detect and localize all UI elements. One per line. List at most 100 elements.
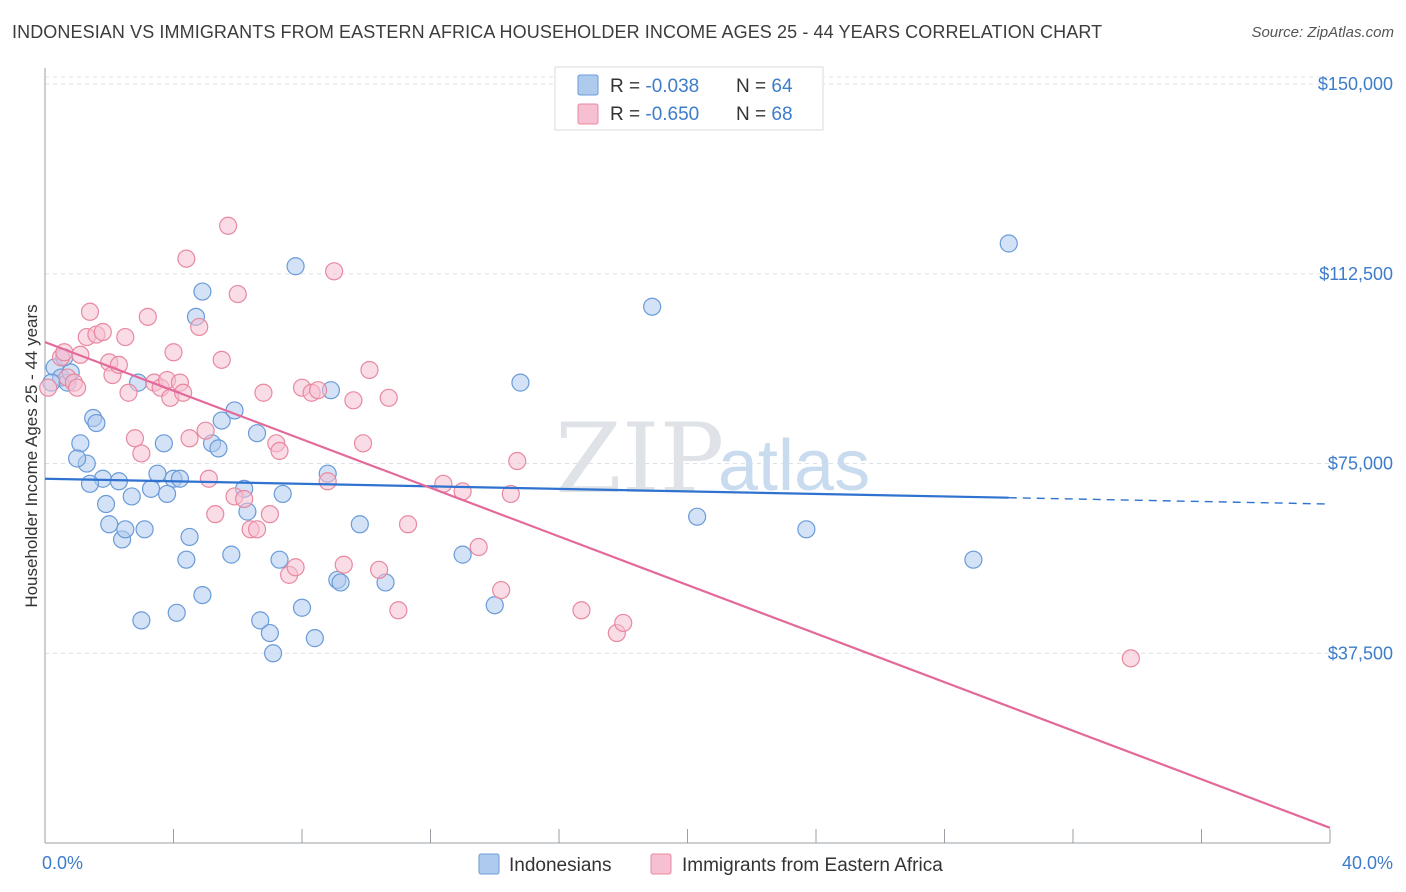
point-indonesians — [511, 373, 530, 392]
point-eastern-africa — [199, 469, 218, 488]
point-indonesians — [148, 464, 167, 483]
chart-title: INDONESIAN VS IMMIGRANTS FROM EASTERN AF… — [12, 22, 1103, 42]
point-eastern-africa — [219, 216, 238, 235]
point-indonesians — [251, 611, 270, 630]
point-indonesians — [292, 598, 312, 617]
point-indonesians — [212, 411, 231, 430]
point-eastern-africa — [235, 489, 254, 509]
y-tick-label: $150,000 — [1318, 74, 1393, 94]
point-eastern-africa — [260, 505, 279, 524]
point-indonesians — [68, 449, 87, 468]
point-eastern-africa — [501, 484, 520, 504]
point-indonesians — [273, 484, 292, 504]
stats-r-value-blue: -0.038 — [645, 76, 699, 97]
point-eastern-africa — [190, 317, 209, 337]
trendline-indonesians — [44, 477, 1009, 499]
point-eastern-africa — [1121, 649, 1140, 668]
point-indonesians — [154, 434, 173, 453]
point-eastern-africa — [286, 558, 305, 577]
point-indonesians — [209, 439, 228, 458]
point-eastern-africa — [614, 613, 633, 633]
point-eastern-africa — [270, 441, 289, 461]
legend-label-indonesians: Indonesians — [509, 855, 611, 876]
point-eastern-africa — [247, 520, 267, 539]
point-indonesians — [122, 487, 141, 506]
point-indonesians — [177, 550, 196, 569]
point-indonesians — [170, 469, 190, 488]
point-indonesians — [180, 527, 199, 547]
y-tick-label: $112,500 — [1319, 264, 1393, 284]
point-eastern-africa — [370, 560, 389, 579]
point-indonesians — [100, 515, 119, 534]
point-indonesians — [193, 282, 212, 301]
point-eastern-africa — [164, 343, 183, 362]
point-eastern-africa — [379, 388, 398, 407]
point-indonesians — [263, 644, 283, 663]
svg-text:N = 64: N = 64 — [736, 76, 793, 97]
point-eastern-africa — [212, 350, 231, 369]
x-tick-label-max: 40.0% — [1342, 853, 1393, 873]
point-eastern-africa — [132, 444, 151, 463]
stats-n-label-pink: N = — [736, 104, 771, 125]
point-indonesians — [167, 603, 186, 622]
point-indonesians — [132, 611, 151, 630]
y-tick-labels: $37,500 $75,000 $112,500 $150,000 — [1318, 74, 1393, 663]
stats-legend: R = -0.038 N = 64 R = -0.650 N = 68 — [554, 66, 824, 131]
stats-n-label-blue: N = — [736, 76, 771, 97]
grid — [45, 76, 1330, 654]
watermark: ZIP atlas — [555, 403, 870, 515]
legend-swatch-eastern-africa — [650, 853, 672, 875]
y-tick-label: $75,000 — [1328, 454, 1393, 474]
point-eastern-africa — [119, 383, 138, 402]
stats-r-label-pink: R = — [610, 104, 645, 125]
point-eastern-africa — [360, 360, 379, 380]
point-indonesians — [71, 434, 90, 453]
svg-text:N = 68: N = 68 — [736, 104, 793, 125]
point-eastern-africa — [68, 378, 87, 397]
stats-n-value-pink: 68 — [771, 104, 792, 125]
point-eastern-africa — [254, 383, 273, 402]
point-indonesians — [157, 484, 177, 504]
point-eastern-africa — [508, 451, 527, 471]
point-indonesians — [964, 550, 983, 569]
point-eastern-africa — [80, 302, 100, 321]
point-eastern-africa — [308, 381, 328, 400]
x-tick-label-min: 0.0% — [42, 853, 83, 873]
series-legend: Indonesians Immigrants from Eastern Afri… — [478, 853, 943, 876]
point-indonesians — [331, 573, 350, 592]
point-eastern-africa — [334, 555, 353, 574]
stats-legend-swatch-blue — [577, 74, 599, 96]
point-eastern-africa — [116, 327, 135, 347]
stats-n-value-blue: 64 — [771, 76, 793, 97]
point-indonesians — [80, 474, 100, 493]
stats-legend-box — [554, 66, 824, 131]
point-indonesians — [96, 494, 116, 514]
svg-text:R = -0.650: R = -0.650 — [610, 104, 699, 125]
point-eastern-africa — [492, 580, 511, 600]
point-indonesians — [247, 424, 267, 443]
legend-label-eastern-africa: Immigrants from Eastern Africa — [682, 855, 943, 876]
point-eastern-africa — [93, 322, 112, 342]
stats-legend-swatch-pink — [577, 103, 599, 125]
point-indonesians — [260, 623, 279, 643]
point-eastern-africa — [353, 434, 373, 453]
point-eastern-africa — [325, 262, 344, 281]
point-eastern-africa — [389, 601, 408, 620]
trendline-eastern-africa — [44, 341, 1331, 829]
series-eastern-africa — [39, 216, 1140, 668]
trendlines — [44, 341, 1331, 829]
point-eastern-africa — [206, 505, 225, 524]
legend-swatch-indonesians — [478, 853, 500, 875]
point-eastern-africa — [572, 601, 591, 620]
point-indonesians — [485, 596, 504, 615]
chart-source: Source: ZipAtlas.com — [1251, 24, 1394, 41]
point-eastern-africa — [138, 307, 157, 326]
point-eastern-africa — [196, 421, 215, 440]
point-indonesians — [797, 520, 816, 539]
point-indonesians — [141, 479, 161, 498]
trendline-indonesians-extension — [1008, 497, 1331, 505]
point-indonesians — [193, 585, 212, 605]
point-indonesians — [116, 520, 135, 539]
point-eastern-africa — [398, 515, 418, 534]
